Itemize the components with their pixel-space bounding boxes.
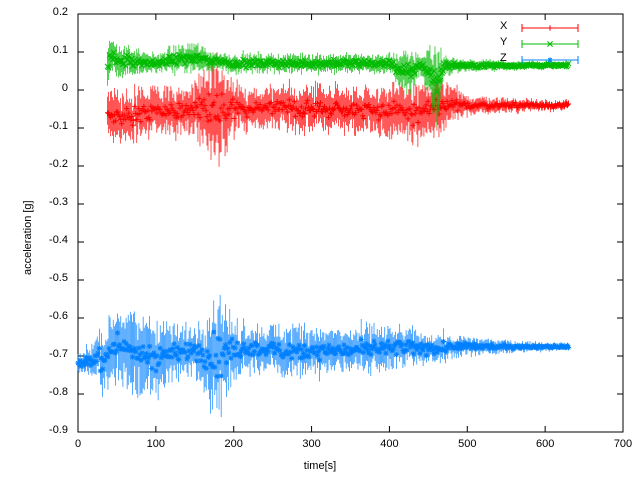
- x-tick-label: 300: [302, 438, 321, 450]
- x-tick-label: 200: [224, 438, 243, 450]
- y-tick-label: -0.5: [49, 272, 68, 284]
- y-tick-label: -0.9: [49, 424, 68, 436]
- legend-label-z: Z: [500, 52, 507, 64]
- legend-sample-x: [521, 24, 579, 32]
- y-tick-label: -0.6: [49, 310, 68, 322]
- x-tick-label: 600: [535, 438, 555, 450]
- x-tick-label: 100: [146, 438, 166, 450]
- y-axis-label: acceleration [g]: [22, 200, 34, 275]
- series-X: [104, 52, 572, 167]
- legend-label-y: Y: [500, 36, 508, 48]
- legend-label-x: X: [500, 20, 508, 32]
- x-tick-label: 700: [613, 438, 633, 450]
- y-tick-label: -0.8: [49, 386, 68, 398]
- y-tick-label: 0.1: [52, 44, 68, 56]
- series-Y: [104, 40, 572, 128]
- legend-sample-z: [521, 56, 579, 64]
- y-tick-label: 0: [61, 82, 68, 94]
- series-Z: [75, 294, 572, 418]
- x-tick-label: 400: [380, 438, 399, 450]
- x-axis-label: time[s]: [303, 460, 337, 472]
- legend-sample-y: [521, 40, 579, 48]
- y-tick-label: -0.4: [49, 234, 68, 246]
- x-tick-label: 500: [458, 438, 477, 450]
- y-tick-label: -0.2: [49, 158, 68, 170]
- y-tick-label: 0.2: [52, 6, 68, 18]
- x-tick-label: 0: [74, 438, 82, 450]
- y-tick-label: -0.3: [49, 196, 68, 208]
- y-tick-label: -0.7: [49, 348, 68, 360]
- y-tick-label: -0.1: [49, 120, 68, 132]
- plot-frame: [77, 13, 624, 433]
